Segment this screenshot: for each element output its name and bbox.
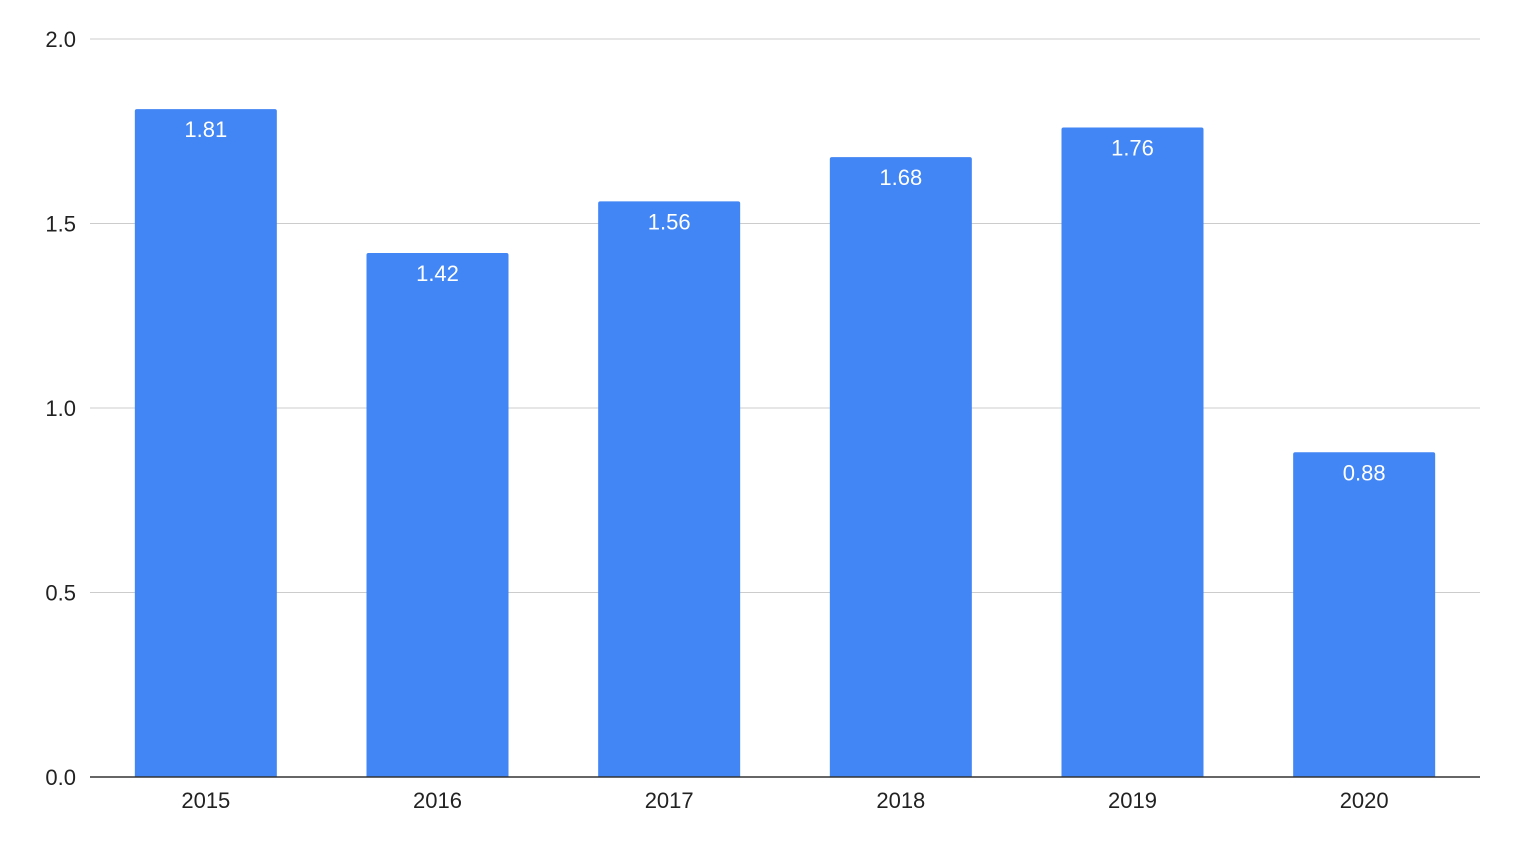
bar-value-label: 1.56: [648, 209, 691, 234]
y-tick-label: 0.0: [45, 765, 76, 790]
y-tick-label: 2.0: [45, 27, 76, 52]
bar-value-label: 1.42: [416, 261, 459, 286]
x-tick-label: 2016: [413, 788, 462, 813]
x-tick-label: 2017: [645, 788, 694, 813]
x-axis-tick-labels: 2015 2016 2017 2018 2019 2020: [181, 788, 1388, 813]
bar: [829, 157, 972, 777]
y-tick-label: 0.5: [45, 581, 76, 606]
data-labels: 1.81 1.42 1.56 1.68 1.76 0.88: [184, 117, 1385, 485]
bar-value-label: 1.68: [879, 165, 922, 190]
y-axis-tick-labels: 0.0 0.5 1.0 1.5 2.0: [45, 27, 76, 790]
x-tick-label: 2019: [1108, 788, 1157, 813]
bar-value-label: 1.81: [184, 117, 227, 142]
y-tick-label: 1.5: [45, 212, 76, 237]
x-tick-label: 2015: [181, 788, 230, 813]
x-tick-label: 2020: [1340, 788, 1389, 813]
bar: [1293, 452, 1436, 777]
bar-value-label: 1.76: [1111, 136, 1154, 161]
bar: [1061, 127, 1204, 777]
bar: [134, 109, 277, 778]
bar-value-label: 0.88: [1343, 460, 1386, 485]
gridlines: [90, 38, 1480, 593]
bar: [598, 201, 741, 778]
bars: [134, 109, 1436, 778]
bar: [366, 253, 509, 777]
y-tick-label: 1.0: [45, 396, 76, 421]
x-tick-label: 2018: [876, 788, 925, 813]
